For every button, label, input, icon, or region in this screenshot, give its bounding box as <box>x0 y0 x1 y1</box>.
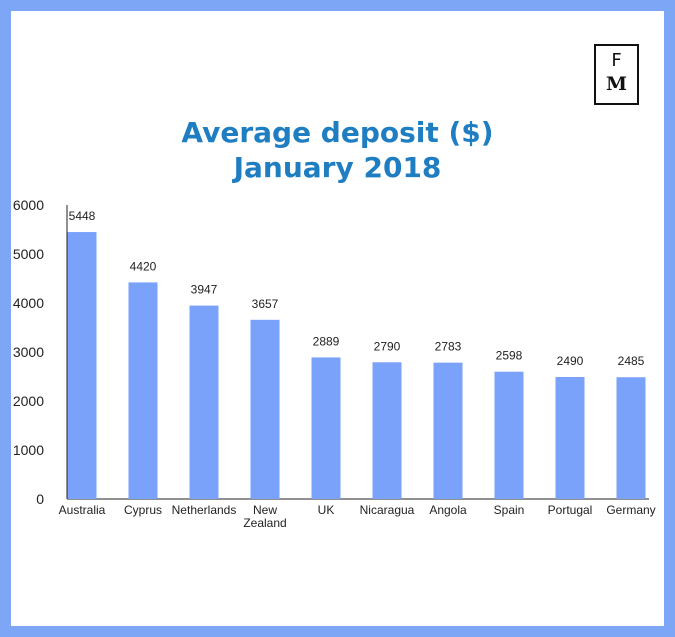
y-tick-label: 0 <box>36 491 44 507</box>
chart-title-line-2: January 2018 <box>233 151 442 184</box>
fm-logo: F M <box>594 44 639 105</box>
chart-title-line-1: Average deposit ($) <box>181 116 494 149</box>
data-label: 5448 <box>69 209 96 223</box>
data-label: 2598 <box>496 349 523 363</box>
x-tick-label-line: Nicaragua <box>360 503 415 517</box>
chart-title: Average deposit ($) January 2018 <box>11 115 664 185</box>
bar <box>128 282 158 499</box>
y-axis: 0 1000 2000 3000 4000 5000 6000 <box>13 197 68 507</box>
x-tick-label: Spain <box>494 503 525 517</box>
x-tick-label-line: Germany <box>606 503 655 517</box>
data-label: 2790 <box>374 339 401 353</box>
logo-letter-f: F <box>611 50 622 71</box>
x-tick-label: Cyprus <box>124 503 162 517</box>
bar-chart: 0 1000 2000 3000 4000 5000 6000 Australia Cypru… <box>13 197 656 530</box>
y-tick-label: 2000 <box>13 393 44 409</box>
y-tick-label: 1000 <box>13 442 44 458</box>
x-tick-label-line: Portugal <box>548 503 593 517</box>
x-tick-label: Portugal <box>548 503 593 517</box>
bar <box>433 362 463 499</box>
x-tick-label: Nicaragua <box>360 503 415 517</box>
x-tick-label-line: Angola <box>429 503 467 517</box>
bar <box>311 357 341 499</box>
data-label: 4420 <box>130 259 157 273</box>
x-tick-label-line: Spain <box>494 503 525 517</box>
x-tick-label: UK <box>318 503 335 517</box>
bar <box>494 371 524 499</box>
x-tick-label-line: Netherlands <box>172 503 237 517</box>
bar <box>555 376 585 499</box>
x-axis: Australia Cyprus Netherlands New Zealand UK Ni… <box>59 498 656 530</box>
x-tick-label: Netherlands <box>172 503 237 517</box>
bars <box>67 232 646 499</box>
x-tick-label: New Zealand <box>243 503 286 530</box>
y-tick-label: 4000 <box>13 295 44 311</box>
bar <box>67 232 97 499</box>
data-label: 2485 <box>618 354 645 368</box>
y-tick-label: 6000 <box>13 197 44 213</box>
x-tick-label: Germany <box>606 503 655 517</box>
bar <box>616 377 646 499</box>
data-labels: 5448 4420 3947 3657 2889 2790 2783 2598 2490 2485 <box>69 209 645 368</box>
x-tick-label-line: UK <box>318 503 335 517</box>
x-tick-label: Angola <box>429 503 467 517</box>
data-label: 3947 <box>191 283 218 297</box>
data-label: 2490 <box>557 354 584 368</box>
y-tick-label: 5000 <box>13 246 44 262</box>
data-label: 2889 <box>313 334 340 348</box>
x-tick-label-line: Cyprus <box>124 503 162 517</box>
x-tick-label-line: Australia <box>59 503 106 517</box>
x-tick-label-line: Zealand <box>243 516 286 530</box>
y-tick-label: 3000 <box>13 344 44 360</box>
data-label: 2783 <box>435 340 462 354</box>
logo-letter-m: M <box>605 73 628 95</box>
bar <box>250 319 280 499</box>
data-label: 3657 <box>252 297 279 311</box>
bar <box>189 305 219 499</box>
x-tick-label-line: New <box>253 503 277 517</box>
x-tick-label: Australia <box>59 503 106 517</box>
bar <box>372 362 402 499</box>
